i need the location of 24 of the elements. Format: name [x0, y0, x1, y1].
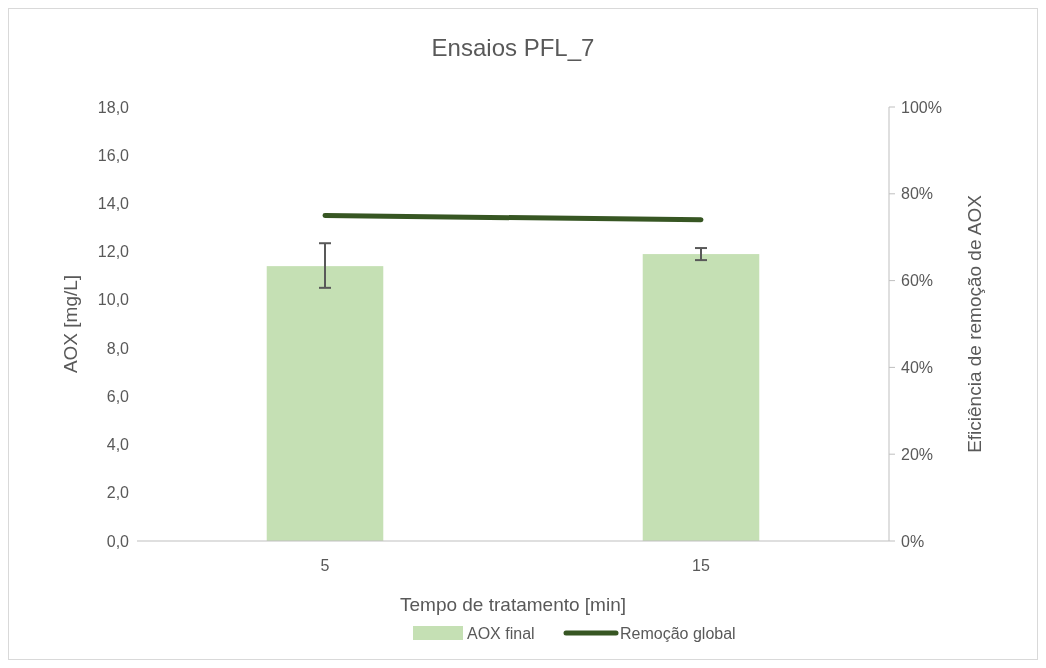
y2-tick-label: 20% — [901, 445, 934, 463]
y-tick-label: 0,0 — [106, 532, 130, 550]
legend-label: Remoção global — [620, 624, 736, 642]
y2-tick-label: 60% — [901, 272, 934, 290]
x-tick-label: 15 — [692, 557, 710, 574]
y2-tick-label: 80% — [901, 185, 934, 203]
x-tick-label: 5 — [320, 557, 330, 574]
legend-label: AOX final — [467, 624, 535, 642]
y-tick-label: 14,0 — [97, 195, 130, 213]
x-axis-title: Tempo de tratamento [min] — [400, 594, 626, 615]
y-tick-label: 8,0 — [106, 339, 130, 357]
y-tick-label: 6,0 — [106, 387, 130, 405]
y-tick-label: 4,0 — [106, 436, 130, 454]
y-tick-label: 2,0 — [106, 484, 130, 502]
y2-axis-title: Eficiência de remoção de AOX — [964, 194, 985, 453]
y2-tick-label: 40% — [901, 359, 934, 376]
y-axis-title: AOX [mg/L] — [60, 274, 81, 374]
y-tick-label: 18,0 — [97, 98, 130, 116]
y-tick-label: 16,0 — [97, 146, 130, 164]
chart-title: Ensaios PFL_7 — [431, 34, 595, 61]
y-tick-label: 12,0 — [97, 243, 130, 261]
y2-tick-label: 100% — [901, 98, 942, 116]
y-tick-label: 10,0 — [97, 291, 130, 309]
y2-tick-label: 0% — [901, 532, 925, 550]
